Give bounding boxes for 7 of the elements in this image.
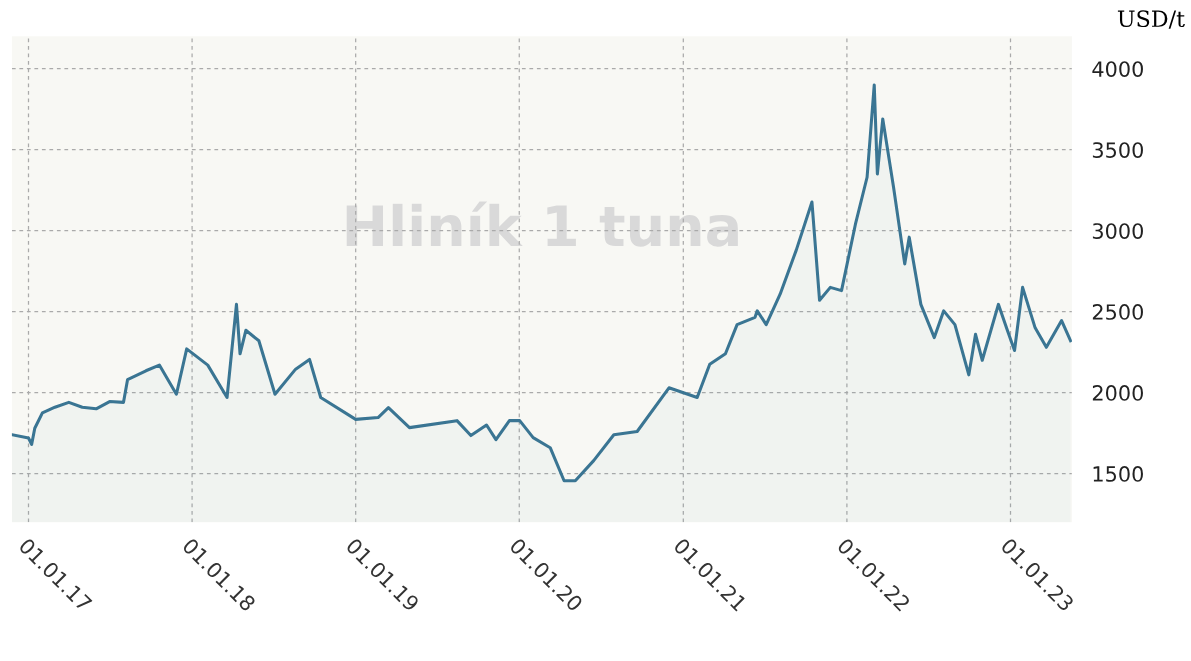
y-tick-label: 4000 <box>1092 61 1143 77</box>
y-tick-label: 3000 <box>1092 223 1143 239</box>
y-tick-label: 1500 <box>1093 466 1143 482</box>
y-axis-title: USD/t <box>1117 10 1185 29</box>
y-tick-label: 3500 <box>1092 142 1143 158</box>
y-tick-label: 2500 <box>1092 304 1143 320</box>
y-tick-label: 2000 <box>1092 385 1143 401</box>
